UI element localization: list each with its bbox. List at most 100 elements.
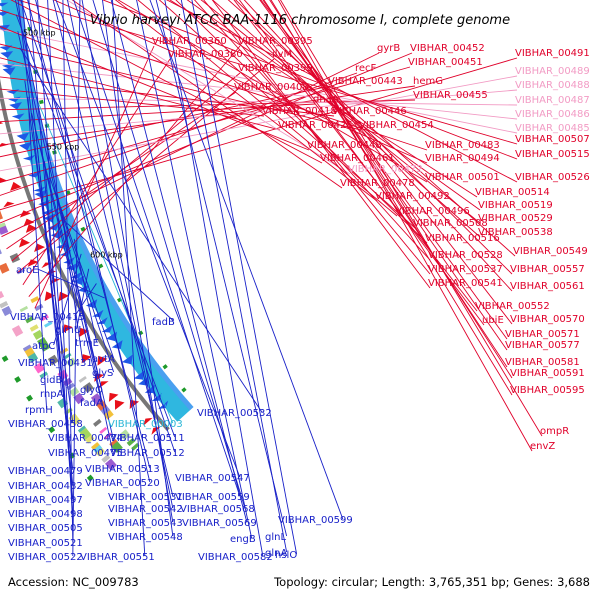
reverse-label-connector [62,0,74,543]
reverse-gene-arrow [33,186,46,192]
reverse-gene-label: VIBHAR_00532 [197,408,272,419]
reverse-gene-arrow [8,96,21,103]
reverse-gene-arrow [19,141,32,151]
forward-label-connector [114,0,378,202]
reverse-gene-arrow [0,2,9,7]
reverse-gene-arrow [96,317,108,324]
forward-gene-arrow [97,355,108,366]
forward-gene-label: VIBHAR_00529 [478,213,553,224]
forward-label-connector [193,0,431,261]
forward-label-connector [0,43,362,131]
feature-marker [138,330,144,336]
reverse-gene-arrow [22,154,36,161]
forward-gene-arrow [25,224,37,233]
forward-gene-label: VIBHAR_00461 [320,153,395,164]
cog-category-block [82,382,94,393]
cog-category-block [39,371,49,379]
forward-gene-label: VIBHAR_00380 [168,49,243,60]
forward-gene-label: VIBHAR_00451 [408,57,483,68]
forward-gene-label: VIBHAR_00591 [510,368,585,379]
forward-label-connector [166,0,518,183]
forward-gene-arrow [143,417,153,426]
reverse-gene-label: VIBHAR_00520 [85,478,160,489]
cog-category-block [131,442,140,451]
reverse-label-connector [112,0,146,557]
forward-gene-label: VIBHAR_00452 [410,43,485,54]
feature-marker [39,99,44,105]
reverse-gene-arrow [11,113,25,120]
cog-category-block [32,329,44,340]
forward-label-connector [259,0,508,340]
forward-gene-label: VIBHAR_00492 [375,191,450,202]
forward-label-connector [0,72,358,196]
forward-label-connector [28,45,241,297]
forward-gene-arrow [0,177,7,183]
forward-gene-arrow [114,399,125,410]
reverse-gene-label: VIBHAR_00415 [10,312,85,323]
reverse-label-connector [37,0,74,514]
reverse-gene-label: VIBHAR_00512 [110,448,185,459]
forward-gene-label: VIBHAR_00487 [515,95,590,106]
forward-gene-label: VIBHAR_00485 [515,123,590,134]
reverse-gene-arrow [0,51,14,59]
cog-category-block [92,443,103,454]
reverse-label-connector [73,0,241,497]
forward-label-connector [260,0,513,325]
cog-category-block [11,325,24,337]
cog-category-block [78,375,87,383]
forward-label-connector [0,26,310,151]
cog-category-block [77,425,86,433]
forward-label-connector [0,52,413,224]
forward-gene-label: ubiE [482,315,504,326]
reverse-label-connector [67,223,174,322]
reverse-gene-label: VIBHAR_00497 [8,495,83,506]
reverse-gene-label: VIBHAR_00569 [182,518,257,529]
reverse-label-connector [52,0,174,497]
reverse-gene-arrow [9,102,22,110]
forward-gene-label: VIBHAR_00570 [510,314,585,325]
forward-gene-arrow [19,210,32,218]
reverse-label-connector [54,192,115,359]
reverse-gene-label: rnpA [40,389,64,400]
reverse-gene-label: VIBHAR_00542 [108,504,183,515]
reverse-label-connector [92,0,246,509]
cog-category-block [29,324,39,332]
feature-marker [181,387,187,393]
reverse-label-connector [55,0,241,478]
cog-category-block [16,268,26,275]
reverse-gene-label: VIBHAR_00475 [48,448,123,459]
forward-gene-arrow [151,426,161,435]
forward-gene-label: VIBHAR_00528 [428,250,503,261]
reverse-label-connector [191,0,298,555]
forward-gene-label: recF [355,63,377,74]
forward-gene-arrow [44,291,56,302]
forward-gene-label: VIBHAR_00496 [395,206,470,217]
genome-summary-text: Topology: circular; Length: 3,765,351 bp… [273,575,590,589]
gene-labels: VIBHAR_00360 VIBHAR_00395 VIBHAR_00380 ilvM… [8,36,590,563]
reverse-gene-label: VIBHAR_00547 [175,473,250,484]
forward-gene-arrow [49,278,61,285]
forward-gene-arrow [108,392,119,402]
reverse-gene-label: hslO [275,550,297,561]
forward-label-connector [227,0,516,257]
forward-gene-arrow [81,354,92,364]
reverse-label-connector [27,96,48,410]
reverse-gene-label: VIBHAR_00003 [108,419,183,430]
forward-gene-label: VIBHAR_00595 [510,385,585,396]
reverse-gene-label: VIBHAR_00511 [110,433,185,444]
forward-gene-label: VIBHAR_00526 [515,172,590,183]
forward-gene-label: VIBHAR_00399 [238,63,313,74]
scale-tick-label: 600 kbp [90,250,123,259]
forward-label-connector [212,0,481,238]
forward-gene-label: VIBHAR_00478 [340,178,415,189]
reverse-gene-label: VIBHAR_00482 [8,481,83,492]
forward-gene-arrow [3,201,15,208]
cog-category-block [101,454,111,463]
forward-gene-label: VIBHAR_00561 [510,281,585,292]
cog-category-block [0,248,2,255]
cog-category-block [90,393,103,405]
reverse-gene-label: VIBHAR_00548 [108,532,183,543]
reverse-gene-label: glnA [265,548,287,559]
forward-gene-label: VIBHAR_00519 [478,200,553,211]
reverse-label-connector [20,0,176,453]
